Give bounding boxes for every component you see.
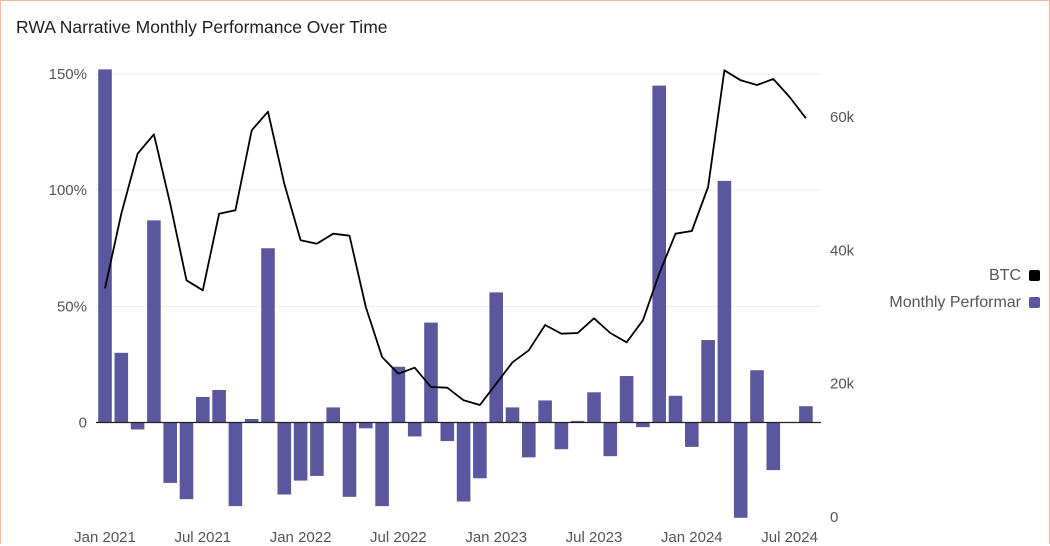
right-tick-label-0: 0 [830,509,838,526]
bar-2024-08 [799,406,813,423]
right-tick-label-3: 60k [830,109,855,126]
bar-2022-10 [440,422,455,442]
x-tick-label-4: Jan 2023 [465,529,527,546]
bar-2021-05 [163,422,177,483]
legend-label-1: Monthly Performar [889,294,1021,311]
bar-2021-08 [212,389,226,423]
bar-2024-01 [685,422,699,447]
bar-2023-02 [505,407,520,423]
bar-2021-12 [277,422,292,495]
x-tick-label-7: Jul 2024 [761,529,818,546]
x-tick-label-3: Jul 2022 [370,529,427,546]
bar-2022-01 [293,422,308,481]
x-tick-label-2: Jan 2022 [270,529,332,546]
bar-2023-06 [570,420,585,423]
legend-swatch-1 [1029,297,1040,308]
bar-2024-03 [717,180,732,423]
bar-2022-06 [375,422,389,507]
bar-2022-08 [407,422,422,437]
left-tick-label-2: 100% [49,182,87,199]
x-tick-label-6: Jan 2024 [661,529,723,546]
bar-2023-10 [636,422,650,428]
bar-2024-02 [701,340,715,423]
bar-2022-03 [326,407,340,423]
bar-2023-05 [554,422,569,450]
bar-2021-09 [228,422,243,507]
btc-line [104,69,807,406]
left-tick-label-0: 0 [79,415,87,432]
bar-2021-02 [114,352,129,423]
bar-2022-02 [310,422,324,476]
bar-2023-12 [668,395,683,423]
bar-2022-07 [391,366,406,423]
bar-2022-05 [359,422,373,429]
bar-2021-01 [98,69,112,423]
bar-2023-04 [538,400,552,423]
bar-2023-03 [522,422,536,458]
bar-2024-05 [750,370,764,423]
bar-2023-11 [652,85,666,423]
legend-swatch-0 [1029,270,1040,281]
legend-label-0: BTC [989,267,1021,284]
bar-2021-06 [179,422,194,500]
bar-2022-12 [473,422,487,479]
bar-2021-11 [261,248,275,423]
bar-2022-09 [424,322,438,423]
bar-2021-10 [244,419,259,423]
left-tick-label-3: 150% [49,66,87,83]
bar-2023-07 [587,392,601,423]
bar-2022-04 [342,422,357,497]
bar-2022-11 [456,422,471,502]
x-tick-label-0: Jan 2021 [74,529,136,546]
bar-2021-07 [196,396,210,423]
left-tick-label-1: 50% [57,298,87,315]
bar-2021-03 [130,422,145,430]
bar-2023-08 [603,422,618,457]
bar-2021-04 [147,220,161,423]
x-tick-label-5: Jul 2023 [566,529,623,546]
right-tick-label-2: 40k [830,242,855,259]
right-tick-label-1: 20k [830,376,855,393]
bar-2023-01 [489,292,503,423]
bar-2024-04 [733,422,748,518]
x-tick-label-1: Jul 2021 [174,529,231,546]
chart-title: RWA Narrative Monthly Performance Over T… [16,17,388,37]
bar-2023-09 [619,376,634,423]
bar-2024-06 [766,422,781,471]
